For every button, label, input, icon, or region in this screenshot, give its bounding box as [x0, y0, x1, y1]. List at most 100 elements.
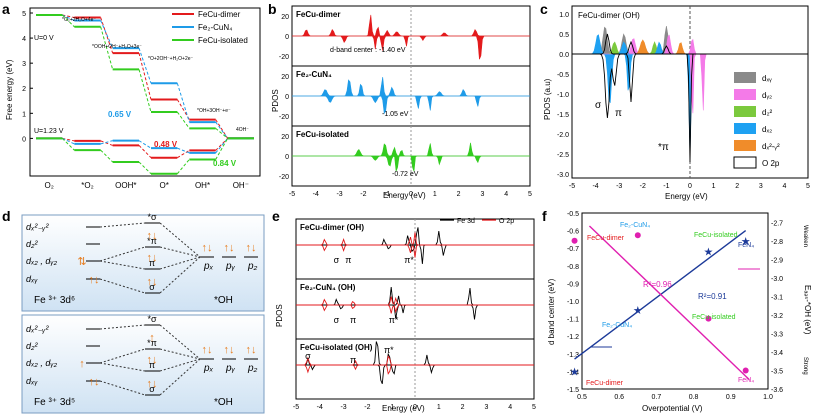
b-ytick-label: 0	[285, 34, 289, 41]
c-xtick-label: -2	[640, 183, 646, 190]
panel-b-label: b	[268, 1, 277, 17]
electron-arrow: ↑↓	[202, 344, 213, 356]
energy-connector	[100, 140, 113, 146]
e-xtick-label: 5	[532, 404, 536, 411]
electron-arrow: ↑↓	[89, 376, 100, 388]
p-label: pᵧ	[225, 363, 236, 374]
e-row-title: FeCu-dimer (OH)	[300, 223, 364, 232]
c-pistar: *π	[658, 142, 669, 153]
f-xtick-label: 0.9	[726, 394, 736, 401]
a-ytick-label: 3	[22, 61, 26, 68]
b-xtick-label: 2	[457, 191, 461, 198]
electron-arrow: ↑↓	[147, 252, 158, 264]
panel-c-ylabel: PDOS (a.u)	[543, 78, 552, 120]
c-ytick-label: -1.0	[557, 92, 569, 99]
c-legend-swatch	[733, 156, 757, 169]
panel-f-y2label: Eₐₔₛ-*OH (eV)	[803, 285, 812, 335]
panel-a-legend: FeCu-dimer Fe₂-CuN₄ FeCu-isolated	[172, 10, 248, 45]
energy-connector	[177, 147, 190, 154]
u0-label: U=0 V	[34, 35, 54, 42]
d-orbital-label: dₓᵧ	[26, 274, 38, 284]
c-xtick-label: -3	[616, 183, 622, 190]
e-sigma: σ	[334, 255, 340, 265]
e-xtick-label: 0	[413, 404, 417, 411]
e-xtick-label: -5	[293, 404, 299, 411]
b-row-title: FeCu-dimer	[296, 10, 340, 19]
panel-a-energy-lines	[36, 14, 254, 175]
energy-connector	[215, 138, 229, 160]
e-pistar: π*	[384, 345, 394, 355]
c-ytick-label: -0.5	[557, 72, 569, 79]
electron-arrow: ↑↓	[147, 354, 158, 366]
d-orbital-label: d₂²	[26, 341, 38, 351]
f-weaken: Weaken	[802, 225, 808, 247]
energy-connector	[61, 138, 75, 151]
energy-connector	[138, 161, 152, 175]
c-legend-label: dₓ₂	[762, 125, 772, 134]
correlation-line	[159, 256, 201, 270]
d-orbital-label: dₓ₂ , dᵧ₂	[26, 358, 58, 368]
c-legend-label: O 2p	[762, 159, 780, 168]
f-xtick-label: 0.8	[689, 394, 699, 401]
f-xtick-label: 1.0	[763, 394, 773, 401]
f-lab-fen4-bot: FeN₄	[738, 377, 754, 384]
c-legend-swatch	[734, 140, 756, 151]
energy-connector	[138, 53, 152, 100]
energy-connector	[138, 47, 152, 84]
correlation-line	[159, 358, 201, 396]
e-xtick-label: 3	[484, 404, 488, 411]
f-y2tick-label: -3.3	[771, 331, 783, 338]
b-row-note: d-band center : -1.40 eV	[330, 47, 406, 54]
electron-arrow: ↑↓	[224, 344, 235, 356]
c-legend-label: dₓ²-ᵧ²	[762, 142, 780, 151]
energy-connector	[100, 149, 114, 163]
correlation-line	[159, 324, 201, 360]
correlation-line	[159, 246, 201, 258]
c-ytick-label: 1.0	[559, 12, 569, 19]
energy-connector	[215, 138, 229, 154]
b-row-title: FeCu-isolated	[296, 130, 349, 139]
f-ytick-label: -0.5	[567, 211, 579, 218]
c-ytick-label: -2.0	[557, 132, 569, 139]
e-xtick-label: 2	[461, 404, 465, 411]
a-xtick-label: OH*	[195, 181, 210, 190]
panel-b-pdos: b PDOS FeCu-dimer d-band center : -1.40 e…	[268, 1, 532, 200]
correlation-line	[159, 222, 201, 258]
c-xtick-label: -5	[569, 183, 575, 190]
e-xtick-label: 4	[508, 404, 512, 411]
f-xtick-label: 0.5	[577, 394, 587, 401]
panel-f-frame	[581, 212, 769, 390]
energy-connector	[176, 83, 190, 123]
p-label: pₓ	[203, 261, 214, 272]
correlation-line	[99, 222, 146, 228]
energy-connector	[62, 14, 75, 21]
f-fit-eads	[588, 225, 750, 381]
e-pistar: π*	[389, 315, 399, 325]
mo-label: σ	[149, 282, 155, 292]
b-ytick-label: 0	[285, 94, 289, 101]
panel-a-free-energy: a Free energy (eV) 0 1 2 3 4 5 O₂ *O₂ OOH* O* OH*…	[2, 1, 261, 190]
c-ytick-label: -3.0	[557, 172, 569, 179]
energy-connector	[138, 145, 152, 159]
f-y2tick-label: -3.5	[771, 368, 783, 375]
f-point-dband: ★	[633, 305, 643, 317]
e-xtick-label: -1	[388, 404, 394, 411]
panel-b-rows: FeCu-dimer d-band center : -1.40 eV 20 0 -20…	[279, 5, 531, 187]
c-legend-label: dᵧ₂	[762, 91, 772, 100]
panel-c-yticks: 1.0 0.5 0.0 -0.5 -1.0 -1.5 -2.0 -2.5 -3.0	[557, 12, 569, 179]
e-pistar: π*	[404, 255, 414, 265]
panel-f-xlabel: Overpotential (V)	[642, 404, 703, 413]
panel-b-xlabel: Energy (eV)	[383, 191, 426, 200]
mo-label: *π	[147, 236, 157, 246]
f-ytick-label: -0.6	[567, 229, 579, 236]
f-y2tick-label: -3.0	[771, 276, 783, 283]
c-legend-swatch	[734, 106, 756, 117]
electron-arrow: ↑	[79, 358, 85, 370]
energy-connector	[176, 159, 190, 175]
panel-a-yticks: 0 1 2 3 4 5	[22, 11, 33, 143]
p-label: p₂	[247, 363, 258, 374]
a-xtick-label: *O₂	[81, 181, 93, 190]
oh-label-bottom: *OH	[214, 397, 233, 408]
f-point-eads	[705, 315, 712, 322]
